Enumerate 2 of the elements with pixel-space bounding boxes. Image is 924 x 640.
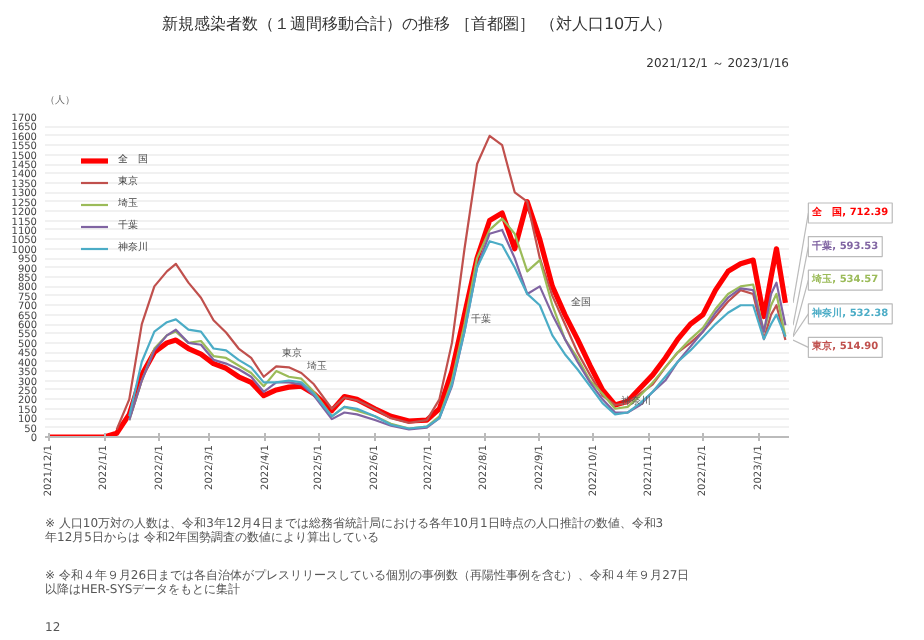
line-series: [115, 134, 787, 431]
chart-title: 新規感染者数（１週間移動合計）の推移 ［首都圏］ （対人口10万人）: [161, 15, 673, 33]
